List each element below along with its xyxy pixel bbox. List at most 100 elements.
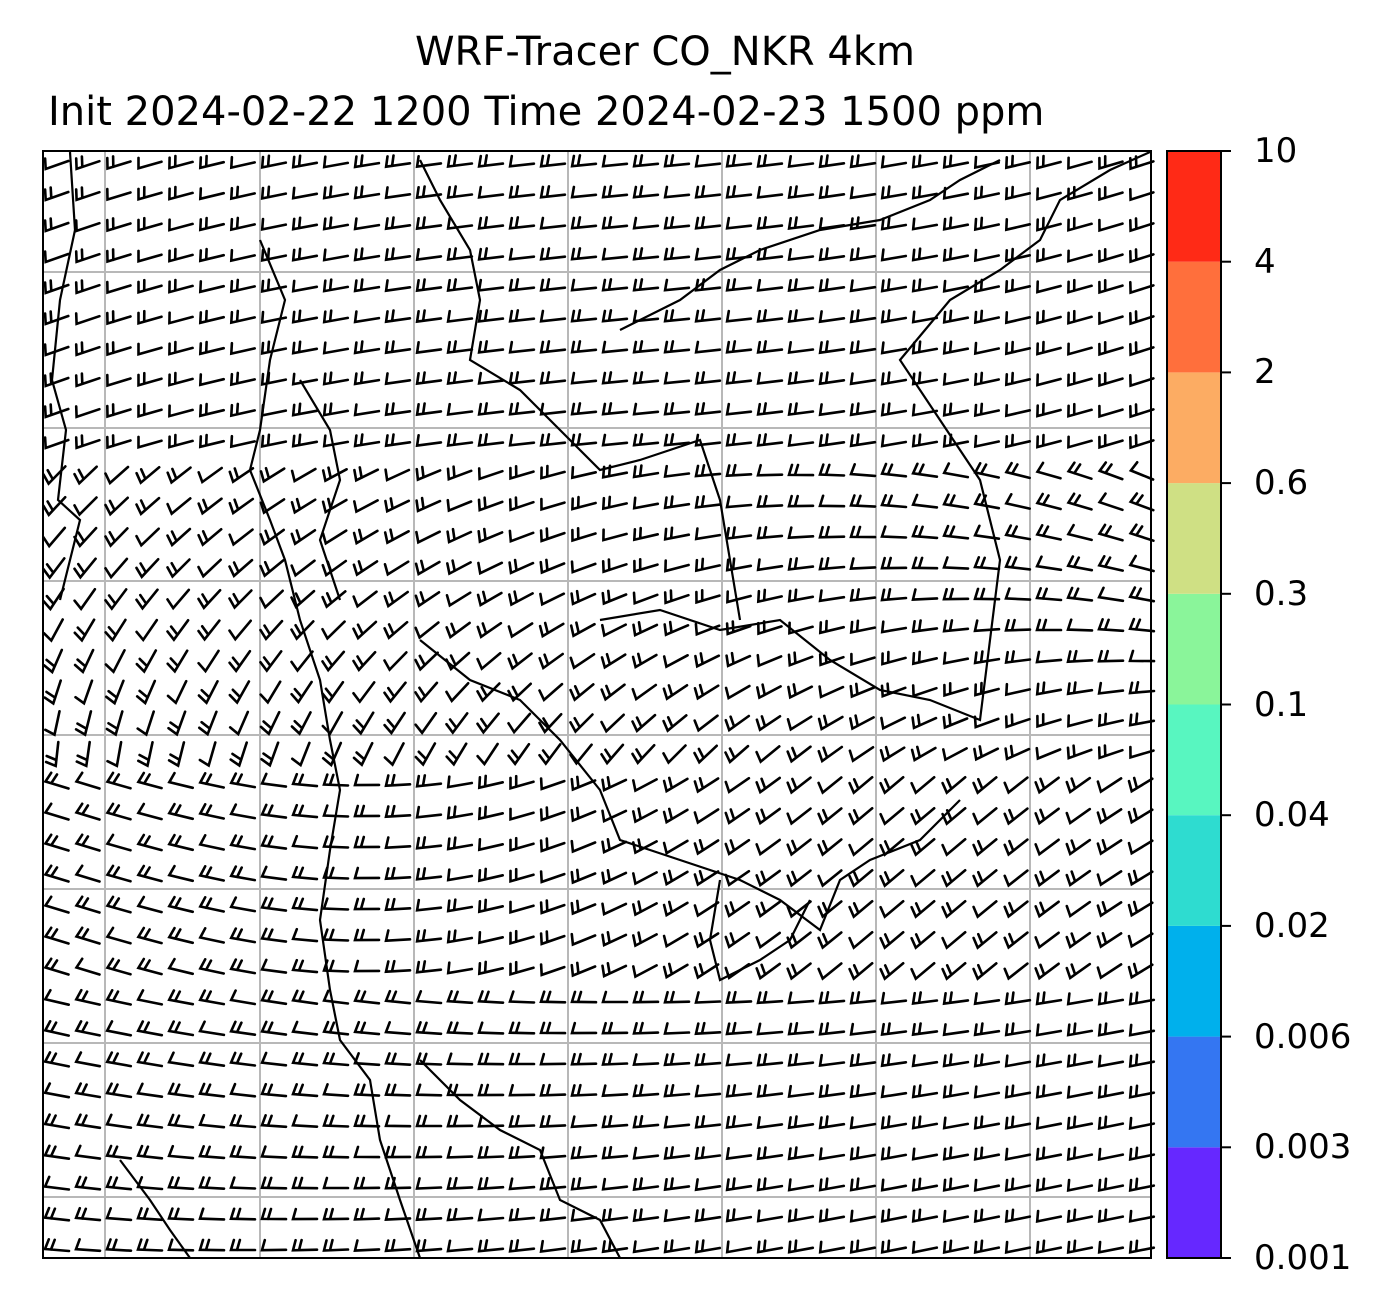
wind-barb [229,309,256,325]
wind-barb [322,1207,350,1221]
wind-barb [477,990,505,1004]
wind-barb [1035,991,1063,1006]
wind-barb [229,278,256,294]
wind-barb [880,588,908,602]
wind-barb [415,1177,443,1190]
wind-barb [74,988,101,1006]
wind-barb [136,802,163,821]
wind-barb [911,650,938,666]
wind-barb [105,989,132,1006]
wind-barb [1065,931,1092,949]
wind-barb [73,587,97,611]
wind-barb [229,1207,257,1221]
wind-barb [1035,1023,1063,1037]
wind-barb [446,216,474,231]
wind-barb [198,309,225,325]
wind-barb [601,309,629,323]
wind-barb [694,495,722,509]
wind-barb [818,371,846,386]
wind-barb [415,960,443,974]
wind-barb [476,621,503,639]
wind-barb [570,1239,598,1254]
colorbar-tick-label: 2 [1254,352,1276,393]
wind-barb [942,402,970,417]
wind-barb [849,1022,877,1036]
wind-barb [1067,156,1093,170]
wind-barb [291,1020,319,1036]
wind-barb [1098,341,1124,357]
wind-barb [1004,1147,1032,1161]
wind-barb [818,278,846,293]
wind-barb [818,557,846,571]
wind-barb [259,589,284,610]
wind-barb [633,558,659,574]
wind-barb [446,278,474,293]
wind-barb [1004,247,1031,263]
wind-barb [725,1147,753,1161]
wind-barb [662,839,689,856]
wind-barb [973,248,1000,263]
wind-barb [725,309,753,323]
wind-barb [74,802,101,821]
wind-barb [1066,461,1093,480]
wind-barb [1097,1054,1125,1068]
wind-barb [508,402,536,416]
wind-barb [911,1022,939,1037]
wind-barb [1067,714,1093,728]
wind-barb [787,557,815,571]
wind-barb [818,1084,846,1099]
wind-barb [818,185,846,200]
wind-barb [1034,962,1060,981]
wind-barb [786,962,812,981]
wind-barb [106,341,132,357]
border-line-4 [599,150,1151,722]
wind-barb [848,962,874,981]
wind-barb [42,648,64,675]
wind-barb [384,929,412,943]
wind-barb [818,247,846,262]
wind-barb [509,836,535,853]
wind-barb [1004,587,1032,601]
wind-barb [105,833,132,852]
wind-barb [229,216,256,232]
wind-barb [74,434,101,450]
wind-barb [818,1240,846,1254]
wind-barb [167,1051,195,1068]
wind-barb [1097,523,1124,542]
wind-barb [106,280,132,295]
wind-barb [1036,402,1062,418]
wind-barb [1098,186,1124,202]
wind-barb [136,1207,164,1222]
wind-barb [260,834,288,850]
wind-barb [353,371,381,386]
wind-barb [42,495,67,517]
wind-barb [1034,931,1060,950]
wind-barb [352,590,378,609]
wind-barb [632,900,658,917]
wind-barb [260,772,288,788]
wind-barb [662,932,689,949]
wind-barb [136,1020,164,1037]
wind-barb [508,340,536,354]
wind-barb [44,710,61,737]
wind-barb [322,989,350,1005]
wind-barb [509,960,535,977]
wind-barb [446,775,474,789]
wind-barb [42,557,66,580]
wind-barb [291,433,319,448]
wind-barb [663,185,691,199]
wind-barb [1065,900,1092,918]
wind-barb [880,525,908,539]
wind-barb [601,433,629,447]
wind-barb [1004,524,1032,541]
wind-barb [973,341,1000,356]
wind-barb [849,372,877,386]
wind-barb [756,402,784,416]
wind-barb [105,1051,133,1068]
wind-barb [1066,1053,1094,1068]
wind-barb [571,527,597,543]
wind-barb [415,867,443,881]
wind-barb [786,745,812,764]
wind-barb [818,433,846,448]
wind-barb [632,464,660,479]
